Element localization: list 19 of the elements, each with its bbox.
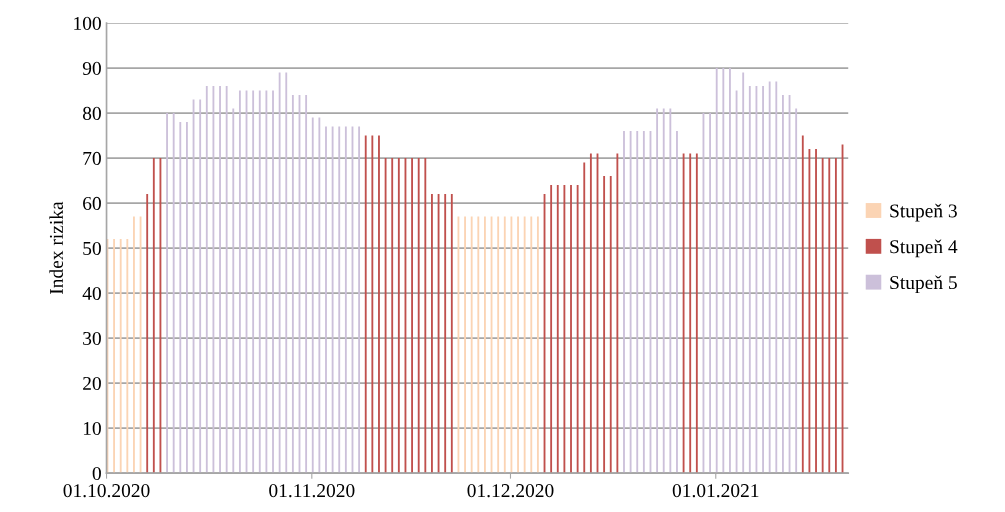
y-tick-label: 40 bbox=[82, 286, 101, 301]
y-tick-label: 80 bbox=[82, 106, 101, 120]
y-tick-label: 20 bbox=[83, 376, 101, 391]
y-tick-label: 30 bbox=[83, 331, 101, 346]
x-tick-label: 01.10.2020 bbox=[63, 484, 150, 498]
legend-label: Stupeň 5 bbox=[890, 275, 957, 294]
legend-label: Stupeň 4 bbox=[890, 239, 958, 258]
y-axis-title: Index rizika bbox=[49, 201, 63, 295]
legend-label: Stupeň 3 bbox=[890, 203, 957, 222]
y-tick-label: 90 bbox=[82, 61, 101, 75]
y-tick-label: 10 bbox=[83, 421, 101, 436]
x-tick-label: 01.11.2020 bbox=[269, 484, 355, 498]
y-tick-label: 70 bbox=[83, 151, 101, 165]
y-tick-label: 60 bbox=[83, 196, 101, 210]
y-tick-label: 50 bbox=[83, 241, 101, 255]
y-tick-label: 100 bbox=[74, 16, 101, 30]
x-tick-label: 01.12.2020 bbox=[467, 484, 554, 498]
y-tick-label: 0 bbox=[92, 466, 101, 481]
x-tick-label: 01.01.2021 bbox=[672, 484, 759, 498]
